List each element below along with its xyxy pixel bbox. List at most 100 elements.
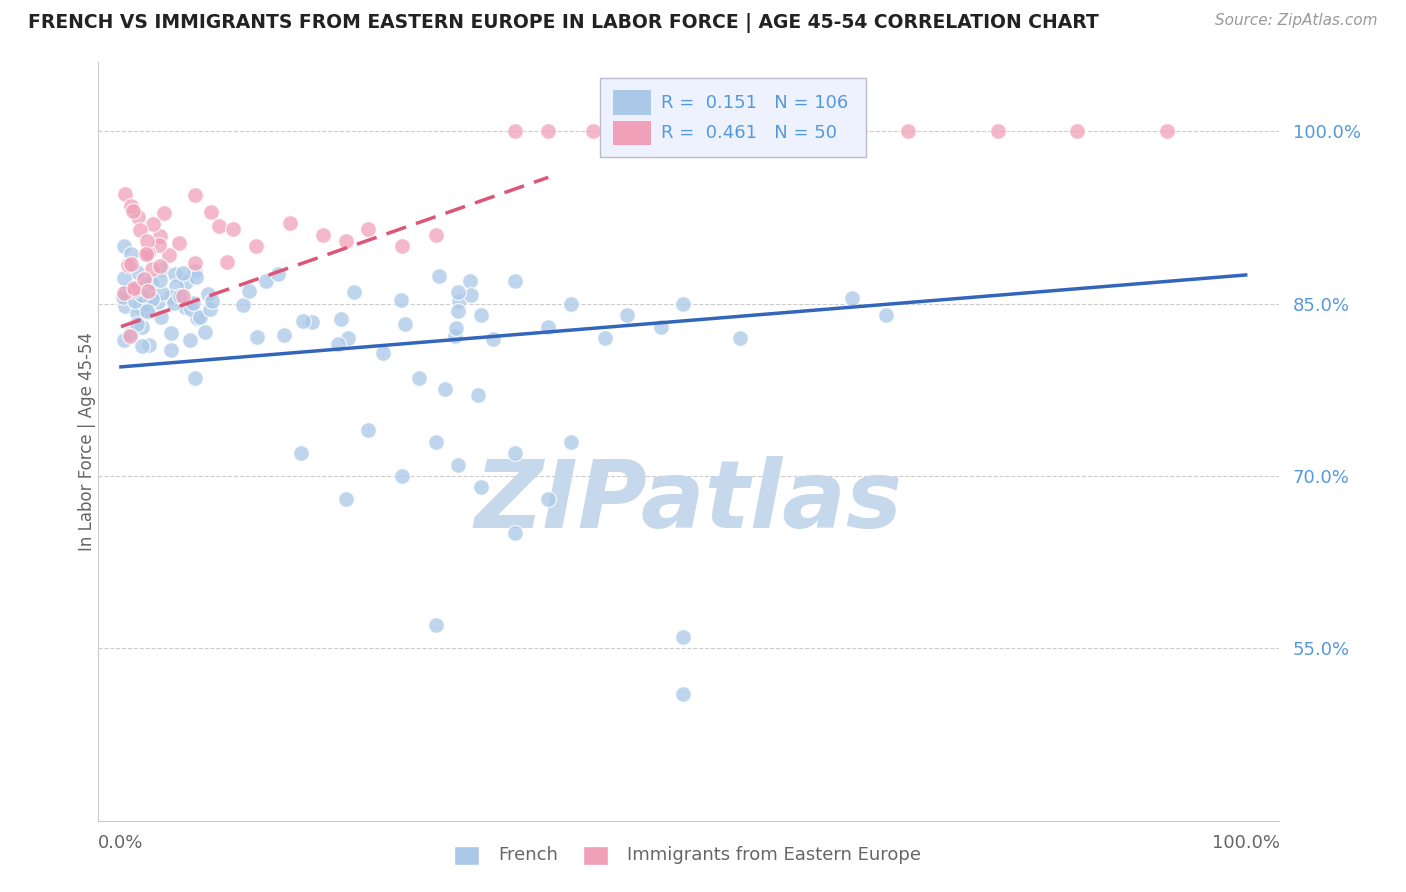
Point bbox=[163, 296, 186, 310]
Point bbox=[503, 124, 526, 138]
Point bbox=[136, 276, 159, 290]
Point bbox=[149, 273, 172, 287]
Point bbox=[180, 302, 202, 317]
Point bbox=[470, 308, 492, 322]
Point bbox=[139, 276, 162, 290]
Point bbox=[159, 326, 181, 340]
Point bbox=[131, 339, 153, 353]
Point bbox=[326, 337, 349, 351]
Point bbox=[141, 262, 163, 277]
FancyBboxPatch shape bbox=[600, 78, 866, 157]
Point bbox=[278, 216, 301, 230]
Point bbox=[141, 292, 163, 306]
Point bbox=[188, 310, 211, 324]
Point bbox=[122, 283, 145, 297]
Point bbox=[131, 288, 153, 302]
Point bbox=[444, 321, 467, 335]
Point bbox=[197, 287, 219, 301]
Legend: French, Immigrants from Eastern Europe: French, Immigrants from Eastern Europe bbox=[450, 836, 928, 872]
Point bbox=[201, 294, 224, 309]
Point bbox=[616, 308, 638, 322]
Point bbox=[503, 526, 526, 541]
Point bbox=[112, 290, 135, 304]
Point bbox=[117, 258, 139, 272]
Point bbox=[136, 297, 159, 311]
Point bbox=[136, 245, 159, 260]
Point bbox=[114, 187, 136, 202]
Point bbox=[447, 458, 470, 472]
Point bbox=[174, 275, 197, 289]
Point bbox=[138, 338, 160, 352]
Point bbox=[183, 188, 205, 202]
Point bbox=[460, 287, 482, 301]
Point bbox=[149, 310, 172, 324]
Point bbox=[136, 246, 159, 260]
Point bbox=[207, 219, 229, 233]
Point bbox=[200, 204, 222, 219]
Point bbox=[841, 291, 863, 305]
Point bbox=[150, 262, 173, 277]
Point bbox=[425, 434, 447, 449]
Point bbox=[122, 281, 145, 295]
Point bbox=[447, 293, 470, 308]
Point bbox=[157, 248, 180, 262]
FancyBboxPatch shape bbox=[613, 90, 651, 115]
Point bbox=[728, 331, 751, 345]
Point bbox=[128, 299, 150, 313]
Point bbox=[672, 687, 695, 701]
Point bbox=[174, 300, 197, 314]
Point bbox=[127, 210, 149, 224]
Point bbox=[184, 270, 207, 285]
Text: R =  0.151   N = 106: R = 0.151 N = 106 bbox=[661, 94, 848, 112]
Point bbox=[112, 334, 135, 348]
Point bbox=[335, 234, 357, 248]
Point bbox=[582, 124, 605, 138]
Point bbox=[254, 274, 277, 288]
Point bbox=[198, 301, 221, 316]
Point bbox=[751, 124, 773, 138]
Point bbox=[112, 271, 135, 285]
Point bbox=[149, 259, 172, 273]
Point bbox=[987, 124, 1010, 138]
Point bbox=[343, 285, 366, 299]
Point bbox=[148, 238, 170, 252]
Point bbox=[135, 234, 157, 248]
Point bbox=[433, 382, 456, 396]
Point bbox=[136, 305, 159, 319]
Point bbox=[672, 630, 695, 644]
Point bbox=[357, 423, 380, 437]
Point bbox=[425, 227, 447, 242]
Point bbox=[537, 124, 560, 138]
Point bbox=[134, 296, 156, 310]
Point bbox=[125, 306, 148, 320]
Point bbox=[139, 288, 162, 302]
Point bbox=[301, 314, 323, 328]
Point bbox=[292, 314, 315, 328]
Point bbox=[537, 491, 560, 506]
Point bbox=[394, 317, 416, 331]
Point bbox=[371, 346, 394, 360]
Text: ZIPatlas: ZIPatlas bbox=[475, 456, 903, 549]
Point bbox=[330, 312, 353, 326]
Point bbox=[593, 331, 616, 345]
Point bbox=[560, 434, 582, 449]
Point bbox=[136, 284, 159, 298]
Point bbox=[183, 263, 205, 277]
Point bbox=[160, 290, 183, 304]
Point bbox=[290, 446, 312, 460]
Point bbox=[124, 294, 146, 309]
Point bbox=[217, 254, 239, 268]
Point bbox=[875, 308, 897, 322]
Point bbox=[357, 222, 380, 236]
Point bbox=[134, 272, 156, 286]
Point bbox=[114, 299, 136, 313]
Point bbox=[172, 289, 194, 303]
Point bbox=[172, 266, 194, 280]
Point bbox=[273, 327, 295, 342]
Point bbox=[131, 319, 153, 334]
Point bbox=[120, 327, 142, 342]
Point bbox=[141, 217, 163, 231]
Point bbox=[391, 469, 413, 483]
Point bbox=[650, 319, 672, 334]
Point bbox=[125, 284, 148, 298]
